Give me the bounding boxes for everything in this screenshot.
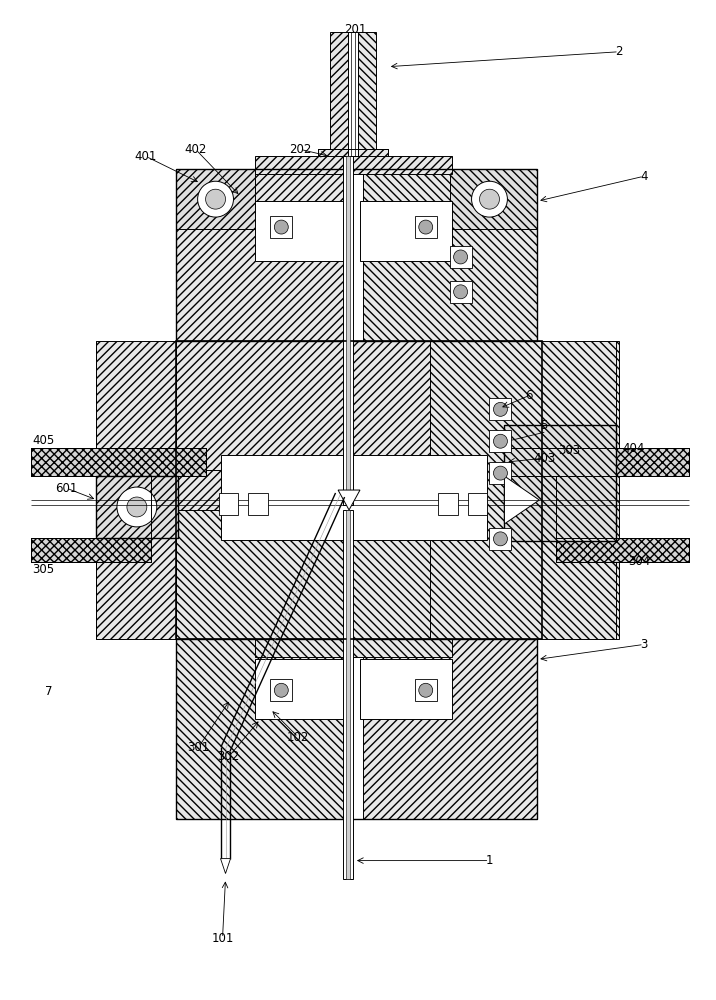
Bar	[175, 169, 537, 341]
Bar	[256, 201, 347, 261]
Circle shape	[480, 189, 500, 209]
Text: 202: 202	[289, 143, 311, 156]
Circle shape	[274, 220, 289, 234]
Bar	[490, 430, 511, 452]
Polygon shape	[505, 476, 539, 524]
Text: 601: 601	[55, 482, 77, 495]
Bar	[330, 32, 348, 156]
Bar	[505, 425, 616, 541]
Bar	[318, 149, 388, 167]
Bar	[175, 341, 542, 639]
Bar	[415, 679, 437, 701]
Circle shape	[205, 189, 226, 209]
Text: 405: 405	[32, 434, 54, 447]
Text: 5: 5	[541, 419, 548, 432]
Bar	[96, 476, 178, 538]
Bar	[430, 341, 619, 639]
Circle shape	[493, 466, 508, 480]
Text: 304: 304	[628, 555, 650, 568]
Text: 305: 305	[32, 563, 54, 576]
Circle shape	[419, 220, 432, 234]
Bar	[218, 493, 238, 515]
Bar	[256, 659, 347, 719]
Bar	[346, 510, 350, 879]
Bar	[175, 169, 343, 341]
Bar	[346, 156, 350, 505]
Bar	[450, 246, 472, 268]
Bar	[96, 341, 276, 639]
Circle shape	[493, 402, 508, 416]
Text: 303: 303	[558, 444, 580, 457]
Bar	[32, 448, 205, 476]
Bar	[248, 493, 268, 515]
Bar	[360, 659, 452, 719]
Bar	[175, 169, 256, 229]
Bar	[490, 398, 511, 420]
Bar	[450, 169, 537, 229]
Polygon shape	[221, 859, 231, 874]
Bar	[358, 32, 376, 156]
Bar	[175, 510, 430, 639]
Text: 302: 302	[218, 750, 240, 763]
Bar	[343, 510, 353, 879]
Bar	[175, 341, 430, 470]
Bar	[556, 538, 689, 562]
Bar	[505, 448, 689, 476]
Bar	[505, 425, 616, 541]
Text: 201: 201	[344, 23, 366, 36]
Text: 3: 3	[640, 638, 647, 651]
Text: 1: 1	[485, 854, 493, 867]
Text: 404: 404	[623, 442, 645, 455]
Polygon shape	[338, 490, 360, 510]
Bar	[32, 538, 151, 562]
Text: 301: 301	[188, 741, 210, 754]
Bar	[360, 201, 452, 261]
Bar	[32, 538, 151, 562]
Bar	[468, 493, 488, 515]
Circle shape	[419, 683, 432, 697]
Bar	[32, 448, 205, 476]
Bar	[175, 639, 537, 819]
Bar	[505, 448, 689, 476]
Bar	[343, 156, 353, 505]
Text: 102: 102	[287, 731, 309, 744]
Bar	[363, 639, 537, 819]
Bar	[348, 32, 358, 156]
Bar	[271, 216, 292, 238]
Bar	[221, 455, 488, 540]
Bar	[318, 149, 388, 167]
Circle shape	[454, 250, 468, 264]
Text: 101: 101	[211, 932, 233, 945]
Text: 2: 2	[615, 45, 623, 58]
Bar	[256, 156, 452, 174]
Circle shape	[472, 181, 508, 217]
Circle shape	[117, 487, 157, 527]
Bar	[96, 476, 178, 538]
Circle shape	[127, 497, 147, 517]
Bar	[490, 528, 511, 550]
Circle shape	[274, 683, 289, 697]
Text: 7: 7	[45, 685, 53, 698]
Bar	[175, 639, 343, 819]
Text: 4: 4	[640, 170, 648, 183]
Text: 403: 403	[533, 452, 556, 465]
Bar	[363, 169, 537, 341]
Circle shape	[493, 434, 508, 448]
Text: 401: 401	[135, 150, 157, 163]
Circle shape	[454, 285, 468, 299]
Circle shape	[493, 532, 508, 546]
Bar	[556, 538, 689, 562]
Bar	[415, 216, 437, 238]
Bar	[437, 493, 458, 515]
Bar	[271, 679, 292, 701]
Circle shape	[198, 181, 233, 217]
Text: 402: 402	[185, 143, 207, 156]
Bar	[490, 462, 511, 484]
Text: 6: 6	[526, 389, 533, 402]
Bar	[450, 281, 472, 303]
Bar	[256, 639, 452, 657]
